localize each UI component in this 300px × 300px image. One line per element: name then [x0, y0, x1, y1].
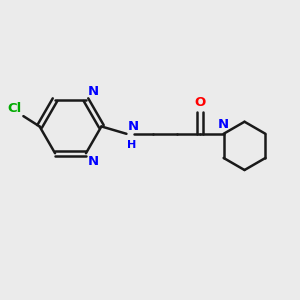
Text: N: N: [218, 118, 229, 131]
Text: N: N: [87, 85, 99, 98]
Text: O: O: [194, 96, 206, 109]
Text: H: H: [127, 140, 136, 150]
Text: N: N: [87, 155, 99, 168]
Text: Cl: Cl: [8, 102, 22, 115]
Text: N: N: [128, 120, 139, 133]
